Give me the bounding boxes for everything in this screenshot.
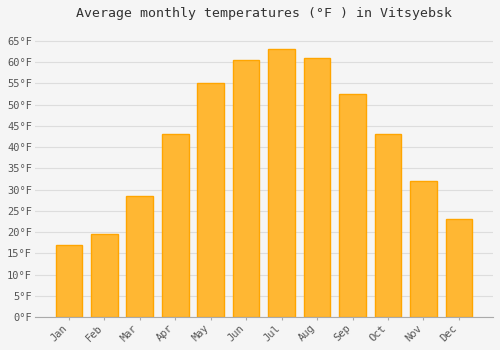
Bar [304, 58, 330, 317]
Bar [233, 60, 260, 317]
Bar [268, 49, 295, 317]
Bar [339, 94, 366, 317]
Title: Average monthly temperatures (°F ) in Vitsyebsk: Average monthly temperatures (°F ) in Vi… [76, 7, 452, 20]
Bar [198, 83, 224, 317]
Bar [410, 181, 437, 317]
Bar [374, 134, 402, 317]
Bar [56, 245, 82, 317]
Bar [91, 234, 118, 317]
Bar [162, 134, 188, 317]
Bar [446, 219, 472, 317]
Bar [126, 196, 153, 317]
